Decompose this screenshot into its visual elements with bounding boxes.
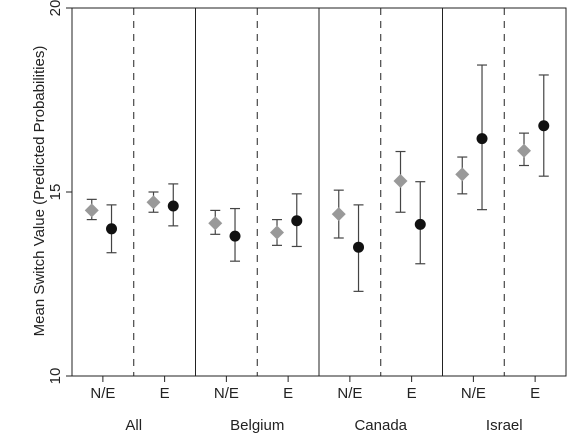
diamond-point-g3-1 <box>517 143 532 158</box>
diamond-point-g0-0 <box>84 203 99 218</box>
x-tick-label-g0-0: N/E <box>90 385 115 402</box>
x-tick-label-g1-1: E <box>283 385 293 402</box>
y-tick-label-10: 10 <box>47 368 64 385</box>
diamond-point-g2-0 <box>331 207 346 222</box>
diamond-point-g1-0 <box>208 216 223 231</box>
x-tick-label-g3-1: E <box>530 385 540 402</box>
x-tick-label-g2-1: E <box>407 385 417 402</box>
markers <box>84 120 550 253</box>
y-axis: 10 15 20 <box>47 0 72 384</box>
y-axis-title: Mean Switch Value (Predicted Probabiliti… <box>31 46 48 337</box>
circle-point-g1-1 <box>291 215 303 227</box>
y-tick-label-20: 20 <box>47 0 64 16</box>
group-label-1: Belgium <box>230 417 284 434</box>
x-tick-label-g2-0: N/E <box>337 385 362 402</box>
error-bars <box>86 64 549 292</box>
diamond-point-g0-1 <box>146 195 161 210</box>
circle-point-g3-0 <box>476 133 488 145</box>
circle-point-g2-1 <box>414 218 426 230</box>
circle-point-g3-1 <box>538 120 550 132</box>
circle-point-g0-0 <box>106 223 118 235</box>
x-tick-label-g0-1: E <box>160 385 170 402</box>
diamond-point-g2-1 <box>393 173 408 188</box>
group-label-0: All <box>125 417 142 434</box>
x-tick-label-g3-0: N/E <box>461 385 486 402</box>
circle-point-g1-0 <box>229 230 241 242</box>
circle-point-g0-1 <box>167 200 179 212</box>
diamond-point-g1-1 <box>270 225 285 240</box>
group-label-3: Israel <box>486 417 523 434</box>
group-dividers <box>133 8 505 376</box>
x-tick-label-g1-0: N/E <box>214 385 239 402</box>
group-label-2: Canada <box>354 417 407 434</box>
y-tick-label-15: 15 <box>47 184 64 201</box>
diamond-point-g3-0 <box>455 167 470 182</box>
circle-point-g2-0 <box>353 241 365 253</box>
